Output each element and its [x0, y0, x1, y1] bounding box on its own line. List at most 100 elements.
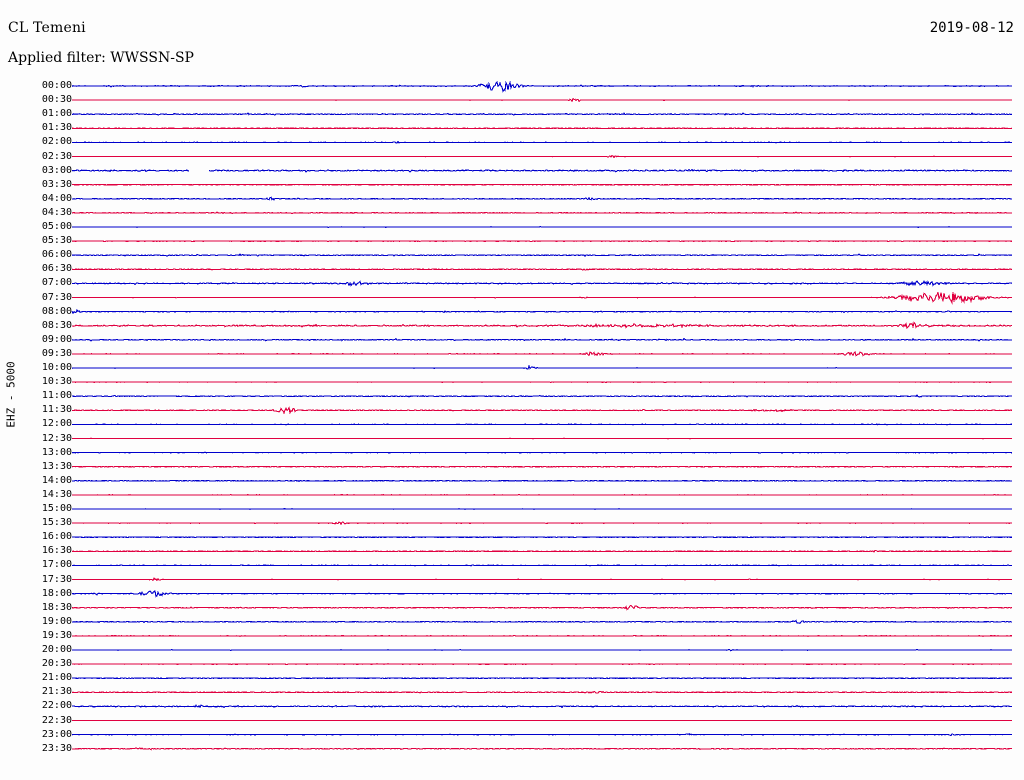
- time-axis-tick-label: 06:30: [41, 263, 72, 275]
- trace-line: [71, 479, 1013, 483]
- trace-line: [71, 690, 1013, 694]
- trace-line: [71, 677, 1013, 680]
- time-axis-tick-label: 04:30: [41, 206, 72, 218]
- trace-line: [71, 308, 1013, 315]
- station-title: CL Temeni: [8, 20, 86, 36]
- time-axis-tick-label: 05:30: [41, 235, 72, 247]
- time-axis-tick-label: 03:30: [41, 178, 72, 190]
- time-axis-tick-label: 21:30: [41, 686, 72, 698]
- trace-line: [71, 648, 1013, 652]
- time-axis-tick-label: 17:00: [41, 559, 72, 571]
- time-axis-tick-label: 14:30: [41, 488, 72, 500]
- trace-line: [71, 406, 1013, 415]
- trace-line: [208, 168, 1013, 173]
- time-axis-tick-label: 07:30: [41, 291, 72, 303]
- time-axis-tick-label: 13:30: [41, 460, 72, 472]
- time-axis-tick-label: 12:30: [41, 432, 72, 444]
- trace-line: [71, 577, 1013, 582]
- trace-line: [71, 240, 1013, 243]
- time-axis-tick-label: 09:00: [41, 333, 72, 345]
- time-axis-tick-label: 20:30: [41, 658, 72, 670]
- time-axis-tick-label: 16:00: [41, 531, 72, 543]
- time-axis-tick-label: 10:30: [41, 376, 72, 388]
- trace-line: [71, 619, 1013, 625]
- time-axis-tick-label: 18:30: [41, 601, 72, 613]
- time-axis-tick-label: 14:00: [41, 474, 72, 486]
- time-axis-tick-label: 21:00: [41, 672, 72, 684]
- helicorder-plot: 00:00 00:30 01:00 01:30 02:00 02:30 03:00 03:30…: [0, 78, 1024, 772]
- time-axis-tick-label: 11:00: [41, 390, 72, 402]
- trace-line: [71, 423, 1013, 426]
- time-axis-tick-label: 04:00: [41, 192, 72, 204]
- trace-line: [71, 451, 1012, 454]
- trace-line: [71, 549, 1013, 553]
- trace-line: [71, 364, 1013, 370]
- seismogram-traces: [71, 80, 1013, 751]
- time-axis-tick-label: 11:30: [41, 404, 72, 416]
- trace-line: [71, 127, 1013, 130]
- trace-line: [71, 140, 1013, 144]
- time-axis-tick-label: 01:00: [41, 108, 72, 120]
- trace-line: [71, 564, 1013, 567]
- trace-line: [72, 521, 1013, 526]
- trace-line: [71, 465, 1013, 468]
- time-axis-tick-label: 05:00: [41, 221, 72, 232]
- trace-line: [71, 663, 1013, 666]
- trace-line: [71, 733, 1013, 737]
- time-axis-tick-label: 19:00: [41, 615, 72, 627]
- time-axis-tick-label: 22:30: [41, 714, 72, 726]
- time-axis-tick-label: 02:00: [41, 136, 72, 148]
- time-axis-tick-label: 18:00: [41, 587, 72, 599]
- time-axis-tick-label: 23:30: [41, 742, 72, 754]
- time-axis-labels: 00:00 00:30 01:00 01:30 02:00 02:30 03:00 03:30…: [24, 78, 72, 772]
- trace-line: [71, 604, 1013, 611]
- time-axis-tick-label: 08:30: [41, 319, 72, 331]
- time-axis-tick-label: 23:00: [41, 728, 72, 740]
- trace-line: [71, 268, 1013, 271]
- trace-line: [71, 634, 1013, 637]
- trace-line: [71, 350, 1013, 357]
- time-axis-tick-label: 07:00: [41, 277, 72, 289]
- trace-line: [71, 704, 1013, 709]
- trace-line: [71, 154, 1013, 159]
- time-axis-tick-label: 19:30: [41, 629, 72, 641]
- trace-line: [71, 169, 190, 173]
- trace-line: [71, 211, 1013, 215]
- trace-line: [71, 381, 1013, 384]
- trace-line: [71, 536, 1013, 539]
- time-axis-tick-label: 17:30: [41, 573, 72, 585]
- time-axis-tick-label: 09:30: [41, 347, 72, 359]
- trace-line: [71, 196, 1013, 201]
- trace-line: [71, 183, 1013, 186]
- trace-line: [71, 279, 1013, 287]
- trace-line: [71, 337, 1013, 342]
- trace-line: [71, 508, 1013, 510]
- trace-line: [71, 747, 1013, 751]
- trace-line: [71, 225, 1013, 229]
- time-axis-tick-label: 08:00: [41, 305, 72, 317]
- time-axis-tick-label: 20:00: [41, 644, 72, 655]
- time-axis-tick-label: 02:30: [41, 150, 72, 162]
- trace-line: [71, 437, 1013, 440]
- time-axis-tick-label: 10:00: [41, 362, 72, 373]
- trace-line: [71, 253, 1013, 258]
- time-axis-tick-label: 03:00: [41, 164, 72, 176]
- time-axis-tick-label: 15:30: [41, 517, 72, 529]
- time-axis-tick-label: 16:30: [41, 545, 72, 557]
- trace-line: [71, 80, 1013, 93]
- time-axis-tick-label: 22:00: [41, 700, 72, 712]
- applied-filter-label: Applied filter: WWSSN-SP: [8, 50, 194, 66]
- trace-line: [71, 590, 1013, 598]
- trace-line: [71, 321, 1013, 330]
- trace-line: [71, 394, 1013, 398]
- time-axis-tick-label: 00:00: [41, 80, 72, 91]
- trace-line: [71, 291, 1013, 305]
- time-axis-tick-label: 12:00: [41, 418, 72, 430]
- time-axis-tick-label: 15:00: [41, 503, 72, 514]
- trace-line: [71, 493, 1013, 496]
- trace-line: [71, 112, 1013, 116]
- trace-line: [71, 97, 1013, 103]
- plot-date: 2019-08-12: [929, 20, 1014, 36]
- time-axis-tick-label: 00:30: [41, 94, 72, 106]
- time-axis-tick-label: 06:00: [41, 249, 72, 261]
